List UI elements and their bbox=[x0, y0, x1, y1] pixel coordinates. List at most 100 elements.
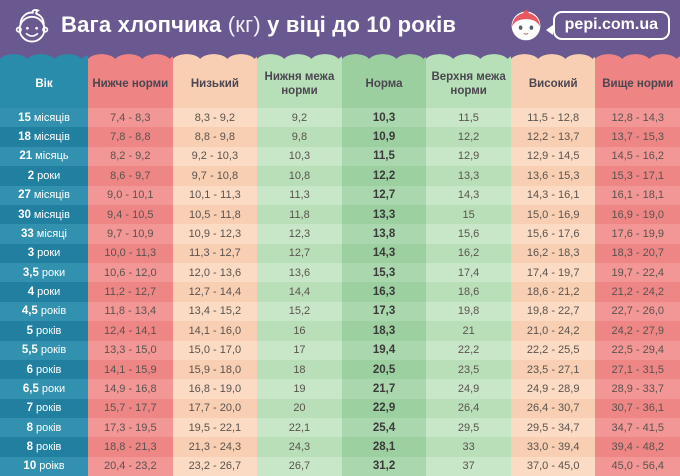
value-cell: 10,8 bbox=[257, 166, 342, 186]
table-row: 30 місяців 9,4 - 10,5 10,5 - 11,8 11,8 13,3 15… bbox=[0, 204, 680, 225]
age-cell: 5 років bbox=[0, 321, 88, 341]
age-unit: місяці bbox=[36, 227, 67, 240]
age-unit: роікв bbox=[39, 460, 65, 473]
table-row: 3 роки 10,0 - 11,3 11,3 - 12,7 12,7 14,3 16,2 1… bbox=[0, 243, 680, 263]
value-cell: 37,0 - 45,0 bbox=[510, 456, 596, 476]
age-number: 15 bbox=[18, 111, 31, 124]
value-cell: 24,9 bbox=[426, 379, 511, 399]
wave-edge bbox=[172, 50, 258, 62]
value-cell: 12,7 bbox=[257, 243, 342, 263]
age-unit: роки bbox=[37, 169, 61, 182]
age-unit: років bbox=[36, 402, 62, 415]
table-row: 3,5 роки 10,6 - 12,0 12,0 - 13,6 13,6 15,3 17,… bbox=[0, 263, 680, 283]
value-cell: 17,4 bbox=[426, 263, 511, 283]
value-cell: 39,4 - 48,2 bbox=[595, 437, 680, 457]
value-cell: 9,0 - 10,1 bbox=[88, 185, 173, 205]
age-number: 6,5 bbox=[22, 382, 39, 395]
age-cell: 10 роікв bbox=[0, 456, 88, 476]
speech-bubble-tail bbox=[545, 25, 553, 35]
column-header-label: Верхня межа норми bbox=[431, 71, 506, 97]
value-cell: 14,4 bbox=[257, 282, 342, 302]
age-number: 3 bbox=[27, 247, 35, 260]
value-cell: 12,2 bbox=[341, 166, 427, 186]
age-number: 4,5 bbox=[21, 305, 38, 318]
age-unit: місяців bbox=[33, 111, 70, 124]
value-cell: 12,0 - 13,6 bbox=[172, 263, 258, 283]
age-number: 6 bbox=[26, 363, 34, 376]
age-number: 18 bbox=[18, 131, 31, 144]
age-unit: місяць bbox=[35, 150, 69, 163]
value-cell: 13,3 bbox=[341, 204, 427, 225]
value-cell: 20,4 - 23,2 bbox=[88, 456, 173, 476]
header-band: Вага хлопчика (кг) у віці до 10 років pe… bbox=[0, 0, 680, 50]
value-cell: 12,9 bbox=[426, 146, 511, 167]
value-cell: 25,4 bbox=[341, 418, 427, 438]
table-row: 33 місяці 9,7 - 10,9 10,9 - 12,3 12,3 13,8 15,… bbox=[0, 224, 680, 244]
title-part-3: у віці до 10 років bbox=[267, 12, 457, 37]
age-cell: 4,5 років bbox=[0, 301, 88, 322]
value-cell: 8,2 - 9,2 bbox=[88, 146, 173, 167]
age-unit: місяців bbox=[33, 131, 70, 144]
value-cell: 17,3 bbox=[341, 301, 427, 322]
age-unit: роки bbox=[41, 266, 66, 279]
value-cell: 26,4 - 30,7 bbox=[510, 398, 596, 418]
wave-edge bbox=[595, 50, 680, 62]
value-cell: 15 bbox=[426, 204, 511, 225]
wave-edge bbox=[426, 50, 511, 62]
value-cell: 17,6 - 19,9 bbox=[595, 224, 680, 244]
value-cell: 16,3 bbox=[341, 282, 427, 302]
value-cell: 33 bbox=[426, 437, 511, 457]
value-cell: 16,9 - 19,0 bbox=[595, 204, 680, 225]
value-cell: 22,5 - 29,4 bbox=[595, 340, 680, 360]
value-cell: 45,0 - 56,4 bbox=[595, 456, 680, 476]
value-cell: 8,6 - 9,7 bbox=[88, 166, 173, 186]
value-cell: 19,5 - 22,1 bbox=[172, 418, 258, 438]
value-cell: 18,8 - 21,3 bbox=[88, 437, 173, 457]
value-cell: 19,4 bbox=[341, 340, 427, 360]
value-cell: 17,4 - 19,7 bbox=[510, 263, 596, 283]
age-unit: років bbox=[36, 363, 62, 376]
value-cell: 11,8 - 13,4 bbox=[88, 301, 173, 322]
age-unit: місяців bbox=[33, 208, 70, 221]
value-cell: 10,9 - 12,3 bbox=[172, 224, 258, 244]
column-header-label: Норма bbox=[365, 77, 403, 90]
value-cell: 11,3 - 12,7 bbox=[172, 243, 258, 263]
column-header: Низький bbox=[172, 50, 258, 108]
value-cell: 10,3 bbox=[257, 146, 342, 167]
table-row: 4,5 років 11,8 - 13,4 13,4 - 15,2 15,2 17,3 19… bbox=[0, 301, 680, 322]
wave-edge bbox=[88, 50, 173, 62]
age-cell: 8 років bbox=[0, 418, 88, 438]
value-cell: 10,6 - 12,0 bbox=[88, 263, 173, 283]
value-cell: 22,9 bbox=[341, 398, 427, 418]
value-cell: 12,2 - 13,7 bbox=[510, 127, 596, 147]
value-cell: 15,0 - 17,0 bbox=[172, 340, 258, 360]
value-cell: 24,2 - 27,9 bbox=[595, 321, 680, 341]
age-cell: 21 місяць bbox=[0, 146, 88, 167]
value-cell: 12,3 bbox=[257, 224, 342, 244]
column-header: Норма bbox=[341, 50, 427, 108]
column-header: Нижче норми bbox=[88, 50, 173, 108]
value-cell: 26,4 bbox=[426, 398, 511, 418]
age-number: 8 bbox=[26, 421, 34, 434]
value-cell: 21,0 - 24,2 bbox=[510, 321, 596, 341]
value-cell: 9,4 - 10,5 bbox=[88, 204, 173, 225]
value-cell: 11,3 bbox=[257, 185, 342, 205]
table-row: 7 років 15,7 - 17,7 17,7 - 20,0 20 22,9 26,4 26… bbox=[0, 398, 680, 418]
value-cell: 13,6 - 15,3 bbox=[510, 166, 596, 186]
value-cell: 11,8 bbox=[257, 204, 342, 225]
logo-text: pepi.com.ua bbox=[552, 10, 670, 40]
value-cell: 24,3 bbox=[257, 437, 342, 457]
age-cell: 6,5 роки bbox=[0, 379, 88, 399]
age-number: 33 bbox=[20, 227, 34, 240]
value-cell: 15,9 - 18,0 bbox=[172, 359, 258, 380]
value-cell: 10,3 bbox=[341, 108, 427, 128]
value-cell: 16,1 - 18,1 bbox=[595, 185, 680, 205]
age-cell: 4 роки bbox=[0, 282, 88, 302]
value-cell: 20,5 bbox=[341, 359, 427, 380]
table-row: 6 років 14,1 - 15,9 15,9 - 18,0 18 20,5 23,5 23… bbox=[0, 359, 680, 380]
value-cell: 28,9 - 33,7 bbox=[595, 379, 680, 399]
title-part-1: Вага хлопчика bbox=[61, 12, 222, 37]
value-cell: 12,9 - 14,5 bbox=[510, 146, 596, 167]
age-unit: років bbox=[36, 441, 62, 454]
value-cell: 15,0 - 16,9 bbox=[510, 204, 596, 225]
